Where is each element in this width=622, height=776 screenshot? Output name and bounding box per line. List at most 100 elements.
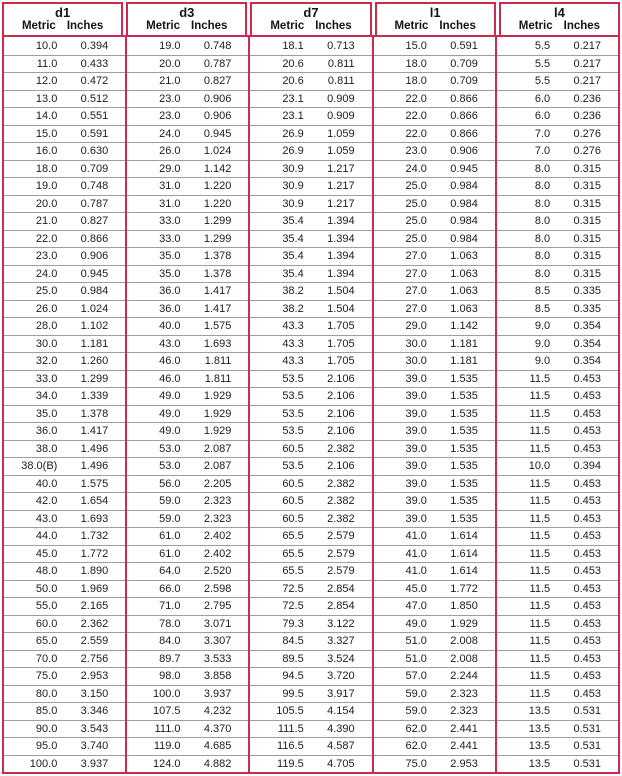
metric-value: 30.0 bbox=[405, 337, 427, 350]
metric-value: 53.5 bbox=[282, 407, 304, 420]
table-row: 53.0 2.087 bbox=[127, 439, 249, 458]
metric-value: 49.0 bbox=[159, 425, 181, 438]
metric-value: 11.0 bbox=[36, 57, 58, 70]
inches-value: 2.441 bbox=[450, 722, 478, 735]
inches-value: 0.315 bbox=[573, 197, 602, 210]
metric-value: 30.9 bbox=[282, 197, 304, 210]
table-row: 20.6 0.811 bbox=[250, 72, 372, 90]
metric-value: 53.5 bbox=[282, 390, 304, 403]
metric-value: 11.5 bbox=[529, 565, 551, 578]
metric-value: 8.0 bbox=[534, 215, 551, 228]
unit-labels: Metric Inches bbox=[377, 20, 494, 33]
inches-value: 0.811 bbox=[327, 75, 355, 88]
metric-value: 85.0 bbox=[35, 705, 58, 718]
metric-value: 66.0 bbox=[159, 582, 181, 595]
metric-value: 8.0 bbox=[534, 197, 551, 210]
inches-label: Inches bbox=[563, 20, 601, 32]
table-row: 23.1 0.909 bbox=[250, 107, 372, 125]
table-row: 98.0 3.858 bbox=[127, 667, 249, 685]
inches-value: 0.906 bbox=[203, 110, 232, 123]
metric-value: 20.6 bbox=[282, 57, 304, 70]
table-row: 21.0 0.827 bbox=[4, 212, 126, 230]
inches-value: 4.587 bbox=[327, 740, 355, 753]
metric-value: 11.5 bbox=[529, 530, 551, 543]
inches-value: 0.945 bbox=[450, 162, 478, 175]
metric-value: 13.5 bbox=[528, 705, 551, 718]
metric-value: 20.0 bbox=[35, 197, 58, 210]
metric-value: 11.5 bbox=[529, 600, 551, 613]
table-row: 43.3 1.705 bbox=[250, 317, 372, 335]
table-body: 10.0 0.394 11.0 0.433 12.0 0.472 13.0 0.512 14.0… bbox=[2, 35, 620, 774]
inches-value: 1.394 bbox=[327, 232, 355, 245]
metric-value: 60.5 bbox=[282, 477, 304, 490]
metric-value: 50.0 bbox=[35, 582, 58, 595]
metric-value: 43.3 bbox=[282, 355, 304, 368]
metric-value: 100.0 bbox=[29, 757, 58, 770]
metric-value: 53.5 bbox=[282, 425, 304, 438]
group-title: d7 bbox=[303, 5, 319, 20]
inches-value: 1.299 bbox=[80, 372, 109, 385]
inches-value: 3.346 bbox=[80, 705, 109, 718]
metric-value: 53.0 bbox=[159, 442, 181, 455]
inches-value: 0.866 bbox=[450, 110, 478, 123]
metric-value: 65.5 bbox=[282, 547, 304, 560]
table-row: 41.0 1.614 bbox=[373, 527, 495, 545]
metric-value: 11.5 bbox=[529, 372, 551, 385]
metric-value: 40.0 bbox=[35, 477, 58, 490]
inches-value: 1.063 bbox=[450, 302, 478, 315]
table-row: 22.0 0.866 bbox=[373, 107, 495, 125]
inches-value: 0.906 bbox=[203, 92, 232, 105]
table-row: 19.0 0.748 bbox=[4, 177, 126, 195]
inches-value: 0.909 bbox=[327, 110, 355, 123]
metric-value: 61.0 bbox=[159, 547, 181, 560]
metric-value: 13.5 bbox=[528, 722, 551, 735]
metric-value: 35.4 bbox=[282, 232, 304, 245]
inches-value: 0.276 bbox=[573, 145, 602, 158]
inches-value: 0.453 bbox=[573, 652, 602, 665]
metric-value: 39.0 bbox=[405, 495, 427, 508]
inches-value: 3.720 bbox=[327, 670, 355, 683]
inches-value: 0.453 bbox=[573, 390, 602, 403]
metric-label: Metric bbox=[21, 20, 56, 32]
table-row: 40.0 1.575 bbox=[4, 474, 126, 493]
table-row: 11.5 0.453 bbox=[496, 667, 619, 685]
table-row: 31.0 1.220 bbox=[127, 177, 249, 195]
table-row: 11.5 0.453 bbox=[496, 474, 619, 493]
inches-value: 0.354 bbox=[573, 337, 602, 350]
metric-value: 39.0 bbox=[405, 512, 427, 525]
table-row: 99.5 3.917 bbox=[250, 684, 372, 703]
table-row: 89.5 3.524 bbox=[250, 649, 372, 668]
inches-value: 2.323 bbox=[450, 705, 478, 718]
column-group-header-l4: l4 Metric Inches bbox=[498, 2, 621, 37]
metric-label: Metric bbox=[146, 20, 181, 32]
inches-value: 1.217 bbox=[327, 162, 355, 175]
table-row: 39.0 1.535 bbox=[373, 439, 495, 458]
metric-value: 7.0 bbox=[534, 145, 551, 158]
column-group-d7: 18.1 0.713 20.6 0.811 20.6 0.811 23.1 0.909 23.1… bbox=[248, 37, 372, 772]
inches-value: 0.453 bbox=[573, 687, 602, 700]
table-row: 5.5 0.217 bbox=[497, 37, 618, 55]
inches-value: 2.520 bbox=[203, 565, 232, 578]
inches-value: 2.441 bbox=[450, 740, 478, 753]
metric-value: 35.0 bbox=[159, 250, 181, 263]
metric-value: 20.0 bbox=[159, 57, 181, 70]
metric-value: 99.5 bbox=[282, 687, 304, 700]
metric-value: 5.5 bbox=[534, 75, 551, 88]
table-row: 53.5 2.106 bbox=[250, 369, 372, 388]
inches-value: 2.106 bbox=[327, 372, 355, 385]
table-row: 60.0 2.362 bbox=[4, 614, 126, 633]
inches-label: Inches bbox=[191, 20, 228, 32]
table-row: 84.5 3.327 bbox=[250, 632, 372, 650]
metric-value: 18.0 bbox=[35, 162, 58, 175]
metric-value: 29.0 bbox=[159, 162, 181, 175]
table-row: 89.7 3.533 bbox=[127, 649, 249, 668]
inches-value: 2.323 bbox=[450, 687, 478, 700]
inches-value: 1.417 bbox=[203, 302, 232, 315]
table-row: 35.4 1.394 bbox=[250, 229, 372, 248]
metric-value: 16.0 bbox=[35, 145, 58, 158]
metric-value: 11.5 bbox=[529, 652, 551, 665]
metric-value: 30.0 bbox=[405, 355, 427, 368]
table-row: 50.0 1.969 bbox=[4, 579, 126, 598]
inches-value: 0.335 bbox=[573, 302, 602, 315]
metric-value: 11.5 bbox=[529, 407, 551, 420]
